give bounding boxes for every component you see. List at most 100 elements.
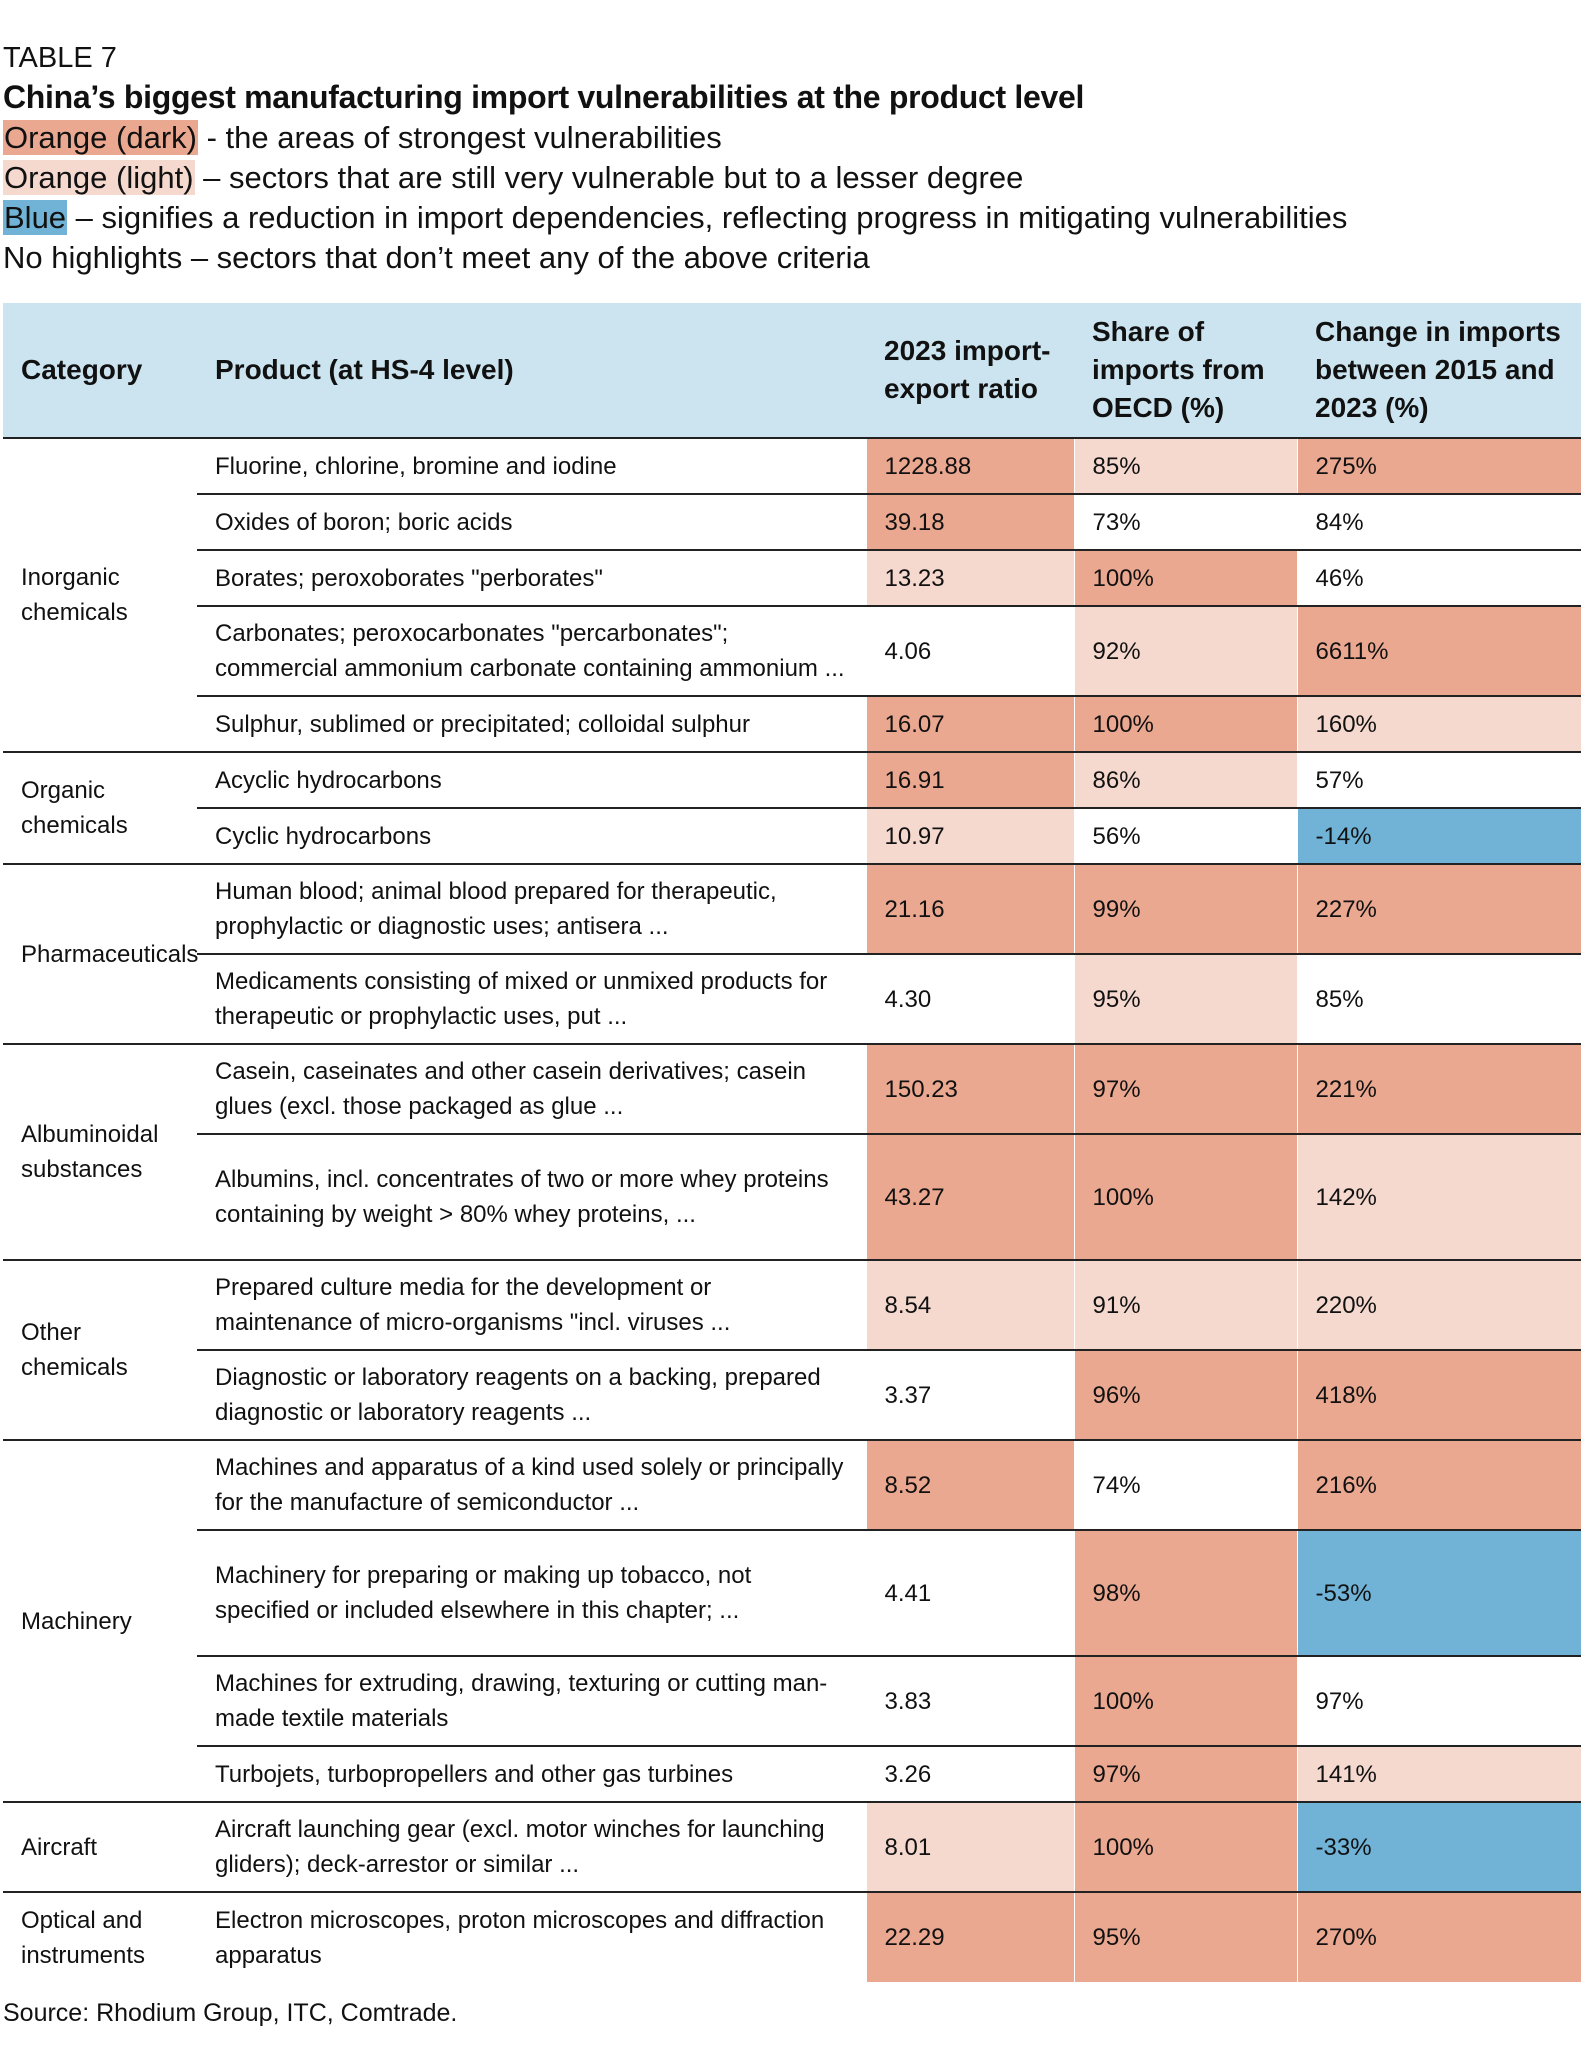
product-cell: Diagnostic or laboratory reagents on a b… [197,1349,866,1440]
change-cell: 97% [1296,1655,1581,1746]
table-row: Sulphur, sublimed or precipitated; collo… [3,695,1581,752]
ratio-cell: 1228.88 [865,438,1074,494]
col-header-change: Change in imports between 2015 and 2023 … [1297,303,1581,439]
share-cell: 100% [1073,1655,1297,1746]
ratio-cell: 4.30 [865,953,1074,1044]
share-cell: 97% [1073,1043,1297,1134]
share-cell: 91% [1073,1259,1297,1350]
legend-item-dark: Orange (dark) - the areas of strongest v… [3,118,1347,158]
ratio-cell: 39.18 [865,493,1074,550]
legend-item-blue: Blue – signifies a reduction in import d… [3,198,1347,238]
col-header-category: Category [3,303,197,439]
vulnerabilities-table: Category Product (at HS-4 level) 2023 im… [3,303,1581,1982]
product-cell: Oxides of boron; boric acids [197,493,866,550]
ratio-cell: 3.83 [865,1655,1074,1746]
legend-swatch-dark: Orange (dark) [3,120,198,155]
share-cell: 56% [1073,807,1297,864]
legend-text: - the areas of strongest vulnerabilities [197,120,722,155]
change-cell: 216% [1296,1439,1581,1530]
share-cell: 73% [1073,493,1297,550]
share-cell: 96% [1073,1349,1297,1440]
share-cell: 86% [1073,751,1297,808]
table-row: Machinery Machines and apparatus of a kin… [3,1439,1581,1802]
share-cell: 100% [1073,1133,1297,1260]
ratio-cell: 10.97 [865,807,1074,864]
product-cell: Cyclic hydrocarbons [197,807,866,864]
category-cell: Other chemicals [3,1259,197,1440]
ratio-cell: 8.01 [865,1801,1074,1892]
legend-swatch-blue: Blue [3,200,68,235]
product-cell: Fluorine, chlorine, bromine and iodine [215,452,617,480]
category-cell: Machinery [3,1439,197,1802]
change-cell: 6611% [1296,605,1581,696]
product-cell: Turbojets, turbopropellers and other gas… [197,1745,866,1802]
product-cell: Prepared culture media for the developme… [197,1259,866,1350]
share-cell: 92% [1073,605,1297,696]
change-cell: 221% [1296,1043,1581,1134]
table-row: Oxides of boron; boric acids 39.18 73% 84% [3,493,1581,550]
product-cell: Medicaments consisting of mixed or unmix… [197,953,866,1044]
legend-swatch-light: Orange (light) [3,160,195,195]
legend-item-light: Orange (light) – sectors that are still … [3,158,1347,198]
change-cell: 84% [1296,493,1581,550]
change-cell: 160% [1296,695,1581,752]
ratio-cell: 13.23 [865,549,1074,606]
table-title: China’s biggest manufacturing import vul… [3,79,1085,115]
product-cell: Machines for extruding, drawing, texturi… [197,1655,866,1746]
change-cell: 227% [1296,863,1581,954]
share-cell: 100% [1073,549,1297,606]
product-cell: Carbonates; peroxocarbonates "percarbona… [197,605,866,696]
change-cell: -14% [1296,807,1581,864]
change-cell: 275% [1296,438,1581,494]
legend-text: – signifies a reduction in import depend… [67,200,1348,235]
legend-item-none: No highlights – sectors that don’t meet … [3,238,1347,278]
category-cell: Albuminoidal substances [3,1043,197,1260]
ratio-cell: 3.26 [865,1745,1074,1802]
product-cell: Sulphur, sublimed or precipitated; collo… [197,695,866,752]
product-cell: Casein, caseinates and other casein deri… [197,1043,866,1134]
table-row: Optical and instruments Electron microsco… [3,1891,1581,1982]
product-cell: Machinery for preparing or making up tob… [197,1529,866,1656]
table-row: Aircraft Aircraft launching gear (excl. m… [3,1801,1581,1892]
table-row: Albumins, incl. concentrates of two or m… [3,1133,1581,1260]
share-cell: 95% [1073,953,1297,1044]
category-cell: Pharmaceuticals [3,863,198,1044]
col-header-ratio: 2023 import-export ratio [866,303,1074,439]
ratio-cell: 8.54 [865,1259,1074,1350]
table-row: Medicaments consisting of mixed or unmix… [3,953,1581,1044]
change-cell: 418% [1296,1349,1581,1440]
table-row: Carbonates; peroxocarbonates "percarbona… [3,605,1581,696]
change-cell: 270% [1296,1891,1581,1982]
legend-text: No highlights – sectors that don’t meet … [3,240,870,275]
table-row: Turbojets, turbopropellers and other gas… [3,1745,1581,1802]
change-cell: -33% [1296,1801,1581,1892]
change-cell: -53% [1296,1529,1581,1656]
category-cell: Optical and instruments [3,1891,197,1982]
share-cell: 98% [1073,1529,1297,1656]
table-header-block: TABLE 7 China’s biggest manufacturing im… [3,40,1347,278]
share-cell: 97% [1073,1745,1297,1802]
ratio-cell: 4.06 [865,605,1074,696]
table-number: TABLE 7 [3,42,117,74]
ratio-cell: 21.16 [865,863,1074,954]
col-header-product: Product (at HS-4 level) [197,303,866,439]
ratio-cell: 43.27 [865,1133,1074,1260]
ratio-cell: 3.37 [865,1349,1074,1440]
product-cell: Human blood; animal blood prepared for t… [197,863,866,954]
product-cell: Electron microscopes, proton microscopes… [197,1891,866,1982]
table-row: Borates; peroxoborates "perborates" 13.23… [3,549,1581,606]
table-body: Inorganic chemicals Fluorine, chlorine, b… [3,438,1581,1982]
ratio-cell: 16.91 [865,751,1074,808]
ratio-cell: 8.52 [865,1439,1074,1530]
change-cell: 142% [1296,1133,1581,1260]
change-cell: 141% [1296,1745,1581,1802]
product-cell: Borates; peroxoborates "perborates" [197,549,866,606]
product-cell: Aircraft launching gear (excl. motor win… [197,1801,866,1892]
table-row: Inorganic chemicals Fluorine, chlorine, b… [3,438,1581,626]
ratio-cell: 16.07 [865,695,1074,752]
table-row: Albuminoidal substances Casein, caseinate… [3,1043,1581,1260]
change-cell: 57% [1296,751,1581,808]
ratio-cell: 150.23 [865,1043,1074,1134]
table-row: Machines for extruding, drawing, texturi… [3,1655,1581,1746]
category-cell: Aircraft [3,1801,197,1892]
